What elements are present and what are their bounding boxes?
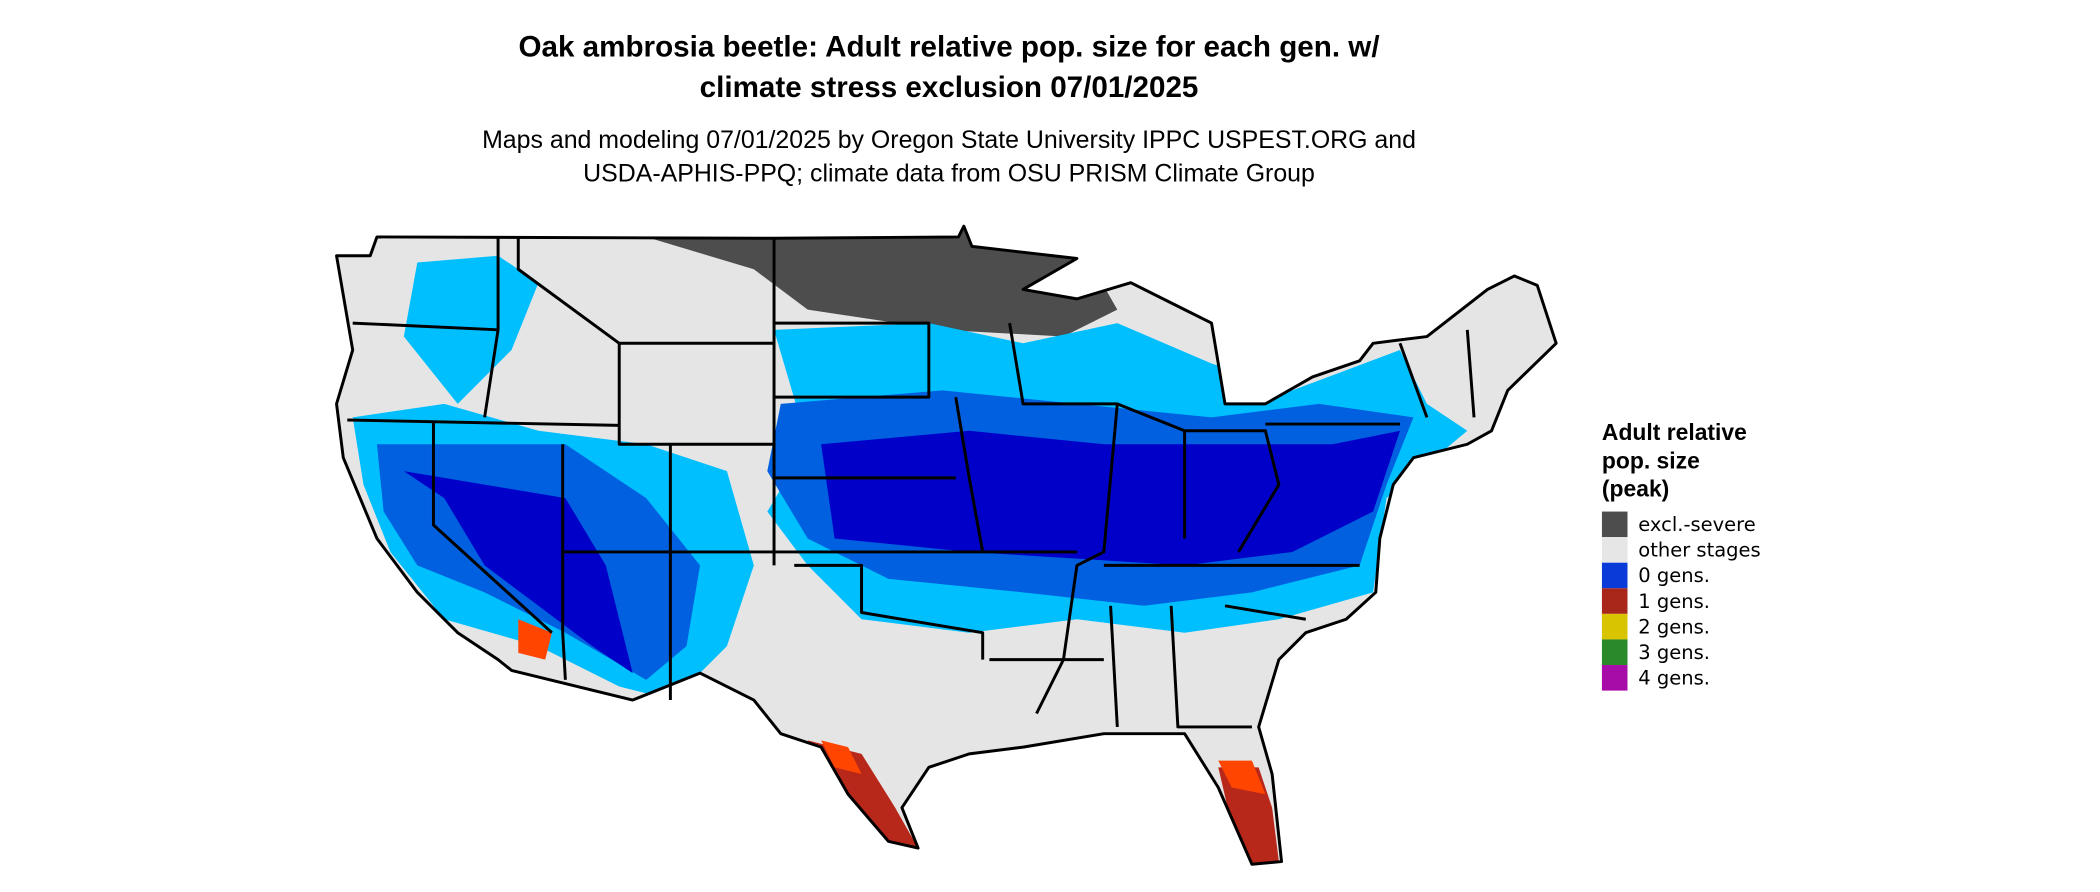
florida-orange (1218, 760, 1266, 795)
legend-label: 4 gens. (1638, 667, 1710, 690)
excluded-region (646, 228, 1118, 337)
legend-label: 2 gens. (1638, 615, 1710, 638)
legend-label: 3 gens. (1638, 641, 1710, 664)
title-line: climate stress exclusion 07/01/2025 (700, 71, 1199, 104)
state-borders (347, 238, 1476, 729)
legend-swatch (1601, 588, 1628, 614)
subtitle-line: Maps and modeling 07/01/2025 by Oregon S… (482, 126, 1416, 154)
arizona-orange (518, 619, 552, 660)
legend-swatch (1601, 511, 1628, 538)
subtitle-line: USDA-APHIS-PPQ; climate data from OSU PR… (583, 160, 1315, 188)
legend-swatch (1601, 639, 1628, 666)
legend-swatch (1601, 537, 1628, 563)
legend-swatch (1601, 562, 1628, 589)
us-outline (335, 224, 1558, 866)
us-map (335, 224, 1558, 866)
west-dark-blue (403, 471, 633, 674)
legend-swatch (1601, 665, 1628, 691)
legend-label: 1 gens. (1638, 590, 1710, 613)
legend-swatch (1601, 613, 1628, 640)
legend-label: other stages (1638, 539, 1760, 562)
legend-label: excl.-severe (1638, 513, 1756, 536)
legend-title: Adult relative (1602, 419, 1747, 445)
legend-label: 0 gens. (1638, 564, 1710, 587)
legend-title: (peak) (1602, 476, 1669, 502)
texas-orange (821, 740, 862, 775)
legend-title: pop. size (1602, 447, 1700, 473)
title-line: Oak ambrosia beetle: Adult relative pop.… (518, 31, 1379, 64)
